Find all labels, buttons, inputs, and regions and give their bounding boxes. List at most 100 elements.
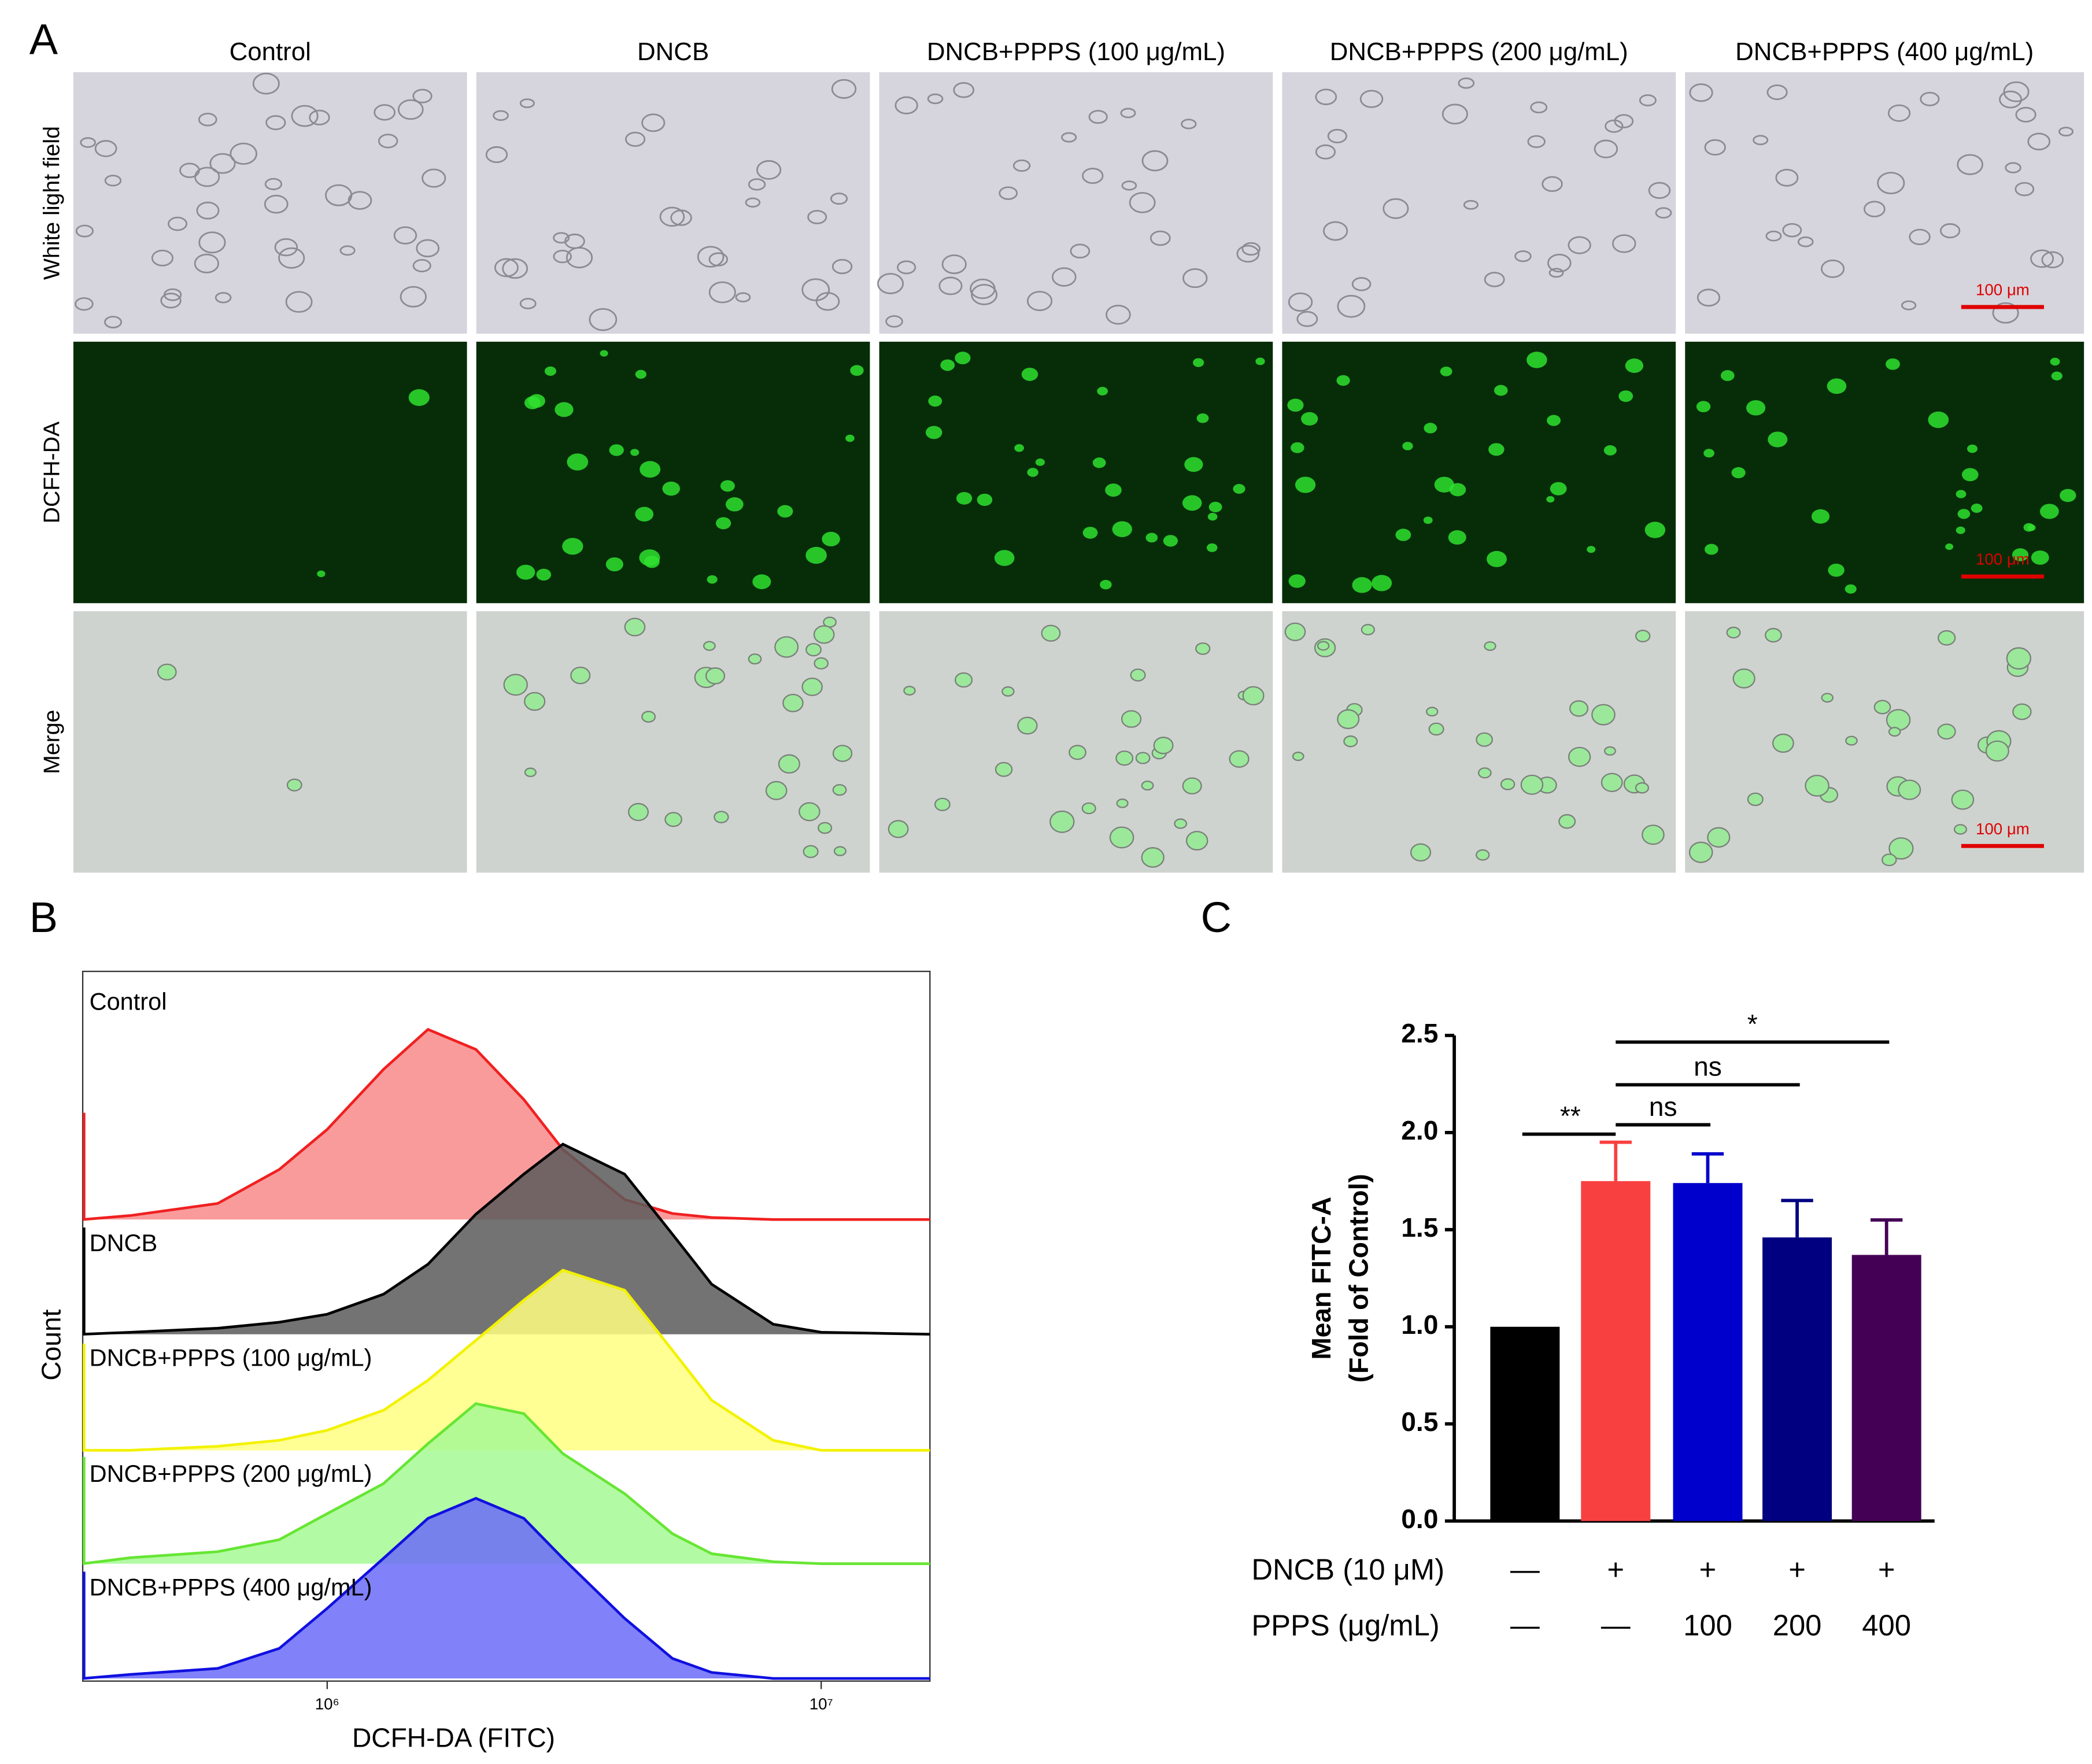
cell [1707, 827, 1731, 848]
cell [1041, 624, 1061, 642]
cell [1206, 543, 1218, 552]
cell [1625, 358, 1644, 373]
cell [1886, 358, 1900, 370]
cell [1241, 242, 1261, 256]
cell [519, 298, 537, 309]
cell [1594, 139, 1618, 158]
cell [422, 168, 446, 188]
cell [1195, 642, 1211, 655]
cell [934, 797, 951, 811]
cell [1945, 543, 1954, 550]
cell [1092, 457, 1106, 468]
cell [524, 396, 541, 409]
cell [1116, 798, 1129, 808]
cell [1527, 135, 1546, 149]
cell [1985, 740, 2009, 762]
x-tick-label: 10⁶ [315, 1695, 339, 1713]
cell [374, 104, 396, 121]
cell [1603, 445, 1617, 456]
cell [815, 292, 840, 311]
cell [1877, 172, 1905, 195]
cell [1766, 84, 1788, 101]
cell [1012, 159, 1031, 172]
cell [777, 505, 793, 518]
cell [1845, 735, 1858, 746]
cell [1088, 110, 1108, 124]
cell [1951, 789, 1975, 810]
bar [1673, 1183, 1743, 1521]
cell [163, 288, 182, 301]
cell [748, 653, 762, 665]
cell [801, 677, 823, 696]
cell [1130, 668, 1146, 682]
treatment-value: — [1601, 1609, 1631, 1642]
cell [1343, 735, 1358, 748]
cell [1888, 727, 1901, 737]
bar [1581, 1181, 1651, 1521]
cell [393, 226, 417, 245]
cell [1746, 400, 1766, 416]
cell [1236, 245, 1260, 263]
treatment-value: + [1699, 1553, 1717, 1586]
cell [1558, 814, 1576, 829]
column-title: DNCB+PPPS (400 μg/mL) [1735, 38, 2034, 66]
cell [745, 197, 761, 208]
cell [953, 82, 975, 98]
cell [2060, 489, 2076, 502]
cell [1863, 201, 1886, 217]
histogram-area [82, 1142, 930, 1336]
y-tick-label: 1.5 [1401, 1212, 1438, 1242]
treatment-value: 400 [1862, 1609, 1911, 1642]
cell [1765, 230, 1782, 242]
cell [940, 359, 955, 371]
scale-bar-label: 100 μm [1976, 820, 2030, 838]
cell [1035, 458, 1045, 466]
cell [1135, 752, 1151, 764]
cell [400, 286, 427, 308]
cell [1109, 826, 1134, 849]
cell [104, 175, 122, 187]
cell [1287, 398, 1304, 412]
cell [1106, 305, 1131, 325]
cell [1182, 495, 1202, 511]
cell [1797, 236, 1814, 247]
cell [157, 663, 177, 681]
treatment-value: 100 [1683, 1609, 1732, 1642]
cell [1957, 509, 1971, 519]
cell [1185, 831, 1208, 850]
cell [1765, 628, 1782, 643]
cell [1546, 496, 1555, 503]
column-title: DNCB [637, 38, 709, 66]
cell [1547, 415, 1561, 426]
cell [1772, 733, 1794, 753]
scale-bar-label: 100 μm [1976, 281, 2030, 299]
cell [1141, 847, 1165, 868]
cell [624, 617, 646, 637]
cell [485, 146, 508, 164]
cell [1527, 352, 1547, 368]
cell [2030, 249, 2054, 268]
histogram-area [82, 1402, 930, 1565]
cell [589, 308, 618, 331]
cell [1458, 77, 1475, 89]
cell [1337, 709, 1360, 730]
cell [1732, 668, 1755, 689]
cell [1888, 837, 1914, 860]
cell [1017, 716, 1038, 735]
cell [1644, 522, 1666, 538]
cell [1352, 577, 1372, 593]
cell [641, 113, 666, 132]
cell [215, 292, 232, 304]
cell [1648, 182, 1671, 199]
cell [1909, 228, 1931, 245]
cell [994, 550, 1015, 566]
cell [1928, 411, 1949, 428]
cell [562, 538, 583, 555]
cell [1424, 423, 1437, 434]
cell [1689, 83, 1713, 102]
cell [1001, 686, 1015, 697]
cell [938, 276, 963, 295]
cell [801, 278, 830, 301]
cell [194, 167, 220, 187]
